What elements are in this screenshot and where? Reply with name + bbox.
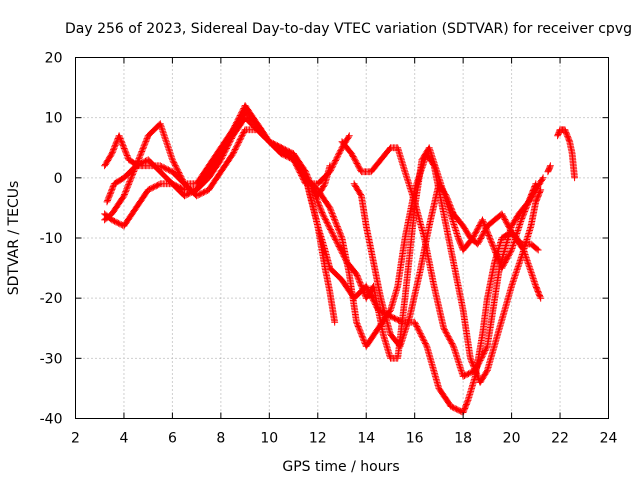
x-tick-label: 12 <box>309 431 327 447</box>
x-tick-label: 22 <box>551 431 569 447</box>
x-tick-label: 14 <box>357 431 375 447</box>
x-tick-label: 4 <box>119 431 128 447</box>
y-tick-label: 20 <box>45 51 63 67</box>
data-series-track-1 <box>101 108 339 326</box>
y-tick-label: -30 <box>40 351 63 367</box>
y-tick-label: -40 <box>40 412 63 428</box>
data-series-track-10 <box>544 162 554 176</box>
data-layer <box>101 102 579 416</box>
chart-title: Day 256 of 2023, Sidereal Day-to-day VTE… <box>65 21 632 37</box>
x-axis-title: GPS time / hours <box>282 459 399 475</box>
y-tick-label: -20 <box>40 291 63 307</box>
x-tick-label: 10 <box>260 431 278 447</box>
y-tick-label: 0 <box>54 171 63 187</box>
data-series-track-9 <box>554 126 579 182</box>
x-tick-label: 8 <box>216 431 225 447</box>
x-tick-label: 6 <box>168 431 177 447</box>
x-tick-label: 20 <box>503 431 521 447</box>
x-tick-label: 18 <box>454 431 472 447</box>
data-series-track-2 <box>101 102 334 200</box>
y-tick-label: -10 <box>40 231 63 247</box>
y-axis-title: SDTVAR / TECUs <box>6 181 22 296</box>
x-tick-label: 16 <box>406 431 424 447</box>
data-series-track-8 <box>338 138 547 380</box>
y-tick-label: 10 <box>45 111 63 127</box>
data-series-track-4 <box>103 114 545 416</box>
x-tick-label: 24 <box>600 431 618 447</box>
x-tick-label: 2 <box>71 431 80 447</box>
